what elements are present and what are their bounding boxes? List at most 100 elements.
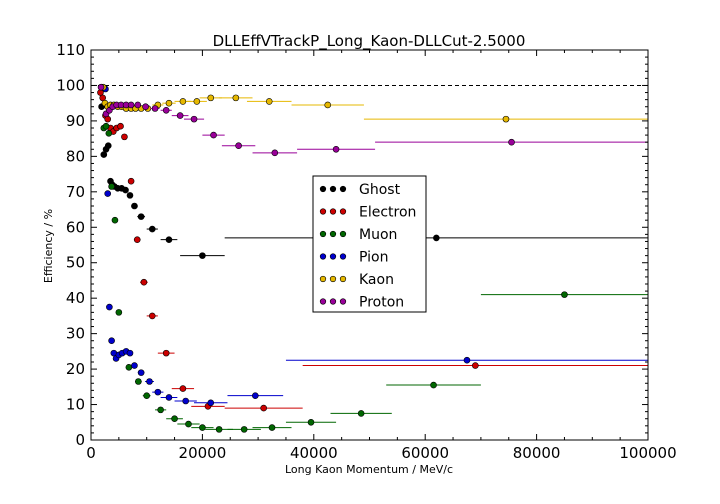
point-proton-16 bbox=[271, 149, 279, 157]
y-tick-label-1: 10 bbox=[66, 396, 85, 414]
point-kaon-15 bbox=[193, 98, 201, 105]
point-proton-9 bbox=[142, 103, 149, 111]
point-proton-13 bbox=[190, 115, 198, 123]
legend-item-ghost: Ghost bbox=[319, 182, 401, 198]
point-proton-7 bbox=[127, 101, 135, 109]
point-electron-17 bbox=[472, 362, 479, 369]
point-electron-13 bbox=[162, 349, 170, 357]
legend-marker-kaon-2 bbox=[339, 275, 347, 283]
legend-marker-kaon-0 bbox=[319, 275, 327, 283]
x-tick-label-0: 0 bbox=[86, 444, 96, 462]
point-muon-12 bbox=[199, 424, 206, 431]
point-muon-10 bbox=[171, 415, 178, 423]
x-tick-label-4: 80000 bbox=[513, 444, 561, 462]
legend-item-muon: Muon bbox=[319, 227, 397, 243]
data-marks bbox=[97, 83, 648, 433]
point-ghost-11 bbox=[131, 202, 138, 210]
legend-marker-ghost-2 bbox=[339, 185, 347, 193]
point-proton-15 bbox=[235, 142, 242, 150]
point-ghost-9 bbox=[122, 186, 129, 194]
point-muon-14 bbox=[240, 426, 248, 433]
legend-label-kaon: Kaon bbox=[359, 272, 394, 288]
series-electron bbox=[97, 89, 648, 412]
legend-marker-proton-1 bbox=[329, 298, 337, 305]
point-muon-7 bbox=[135, 378, 142, 385]
legend-marker-pion-2 bbox=[339, 253, 347, 260]
series-muon bbox=[100, 122, 648, 433]
x-axis-label: Long Kaon Momentum / MeV/c bbox=[285, 463, 453, 476]
legend-box bbox=[312, 175, 427, 313]
point-ghost-3 bbox=[104, 142, 112, 150]
point-ghost-14 bbox=[165, 236, 173, 243]
point-electron-11 bbox=[140, 278, 148, 286]
point-ghost-13 bbox=[148, 225, 156, 233]
point-muon-6 bbox=[125, 364, 133, 371]
legend-label-pion: Pion bbox=[359, 250, 388, 266]
legend-marker-electron-1 bbox=[329, 208, 337, 215]
point-proton-11 bbox=[162, 106, 170, 114]
legend-label-proton: Proton bbox=[359, 295, 404, 311]
point-pion-10 bbox=[126, 349, 134, 357]
point-proton-0 bbox=[97, 83, 105, 91]
y-tick-label-0: 0 bbox=[75, 431, 85, 449]
y-tick-label-11: 110 bbox=[56, 41, 85, 59]
x-tick-label-1: 20000 bbox=[179, 444, 227, 462]
point-kaon-16 bbox=[207, 94, 215, 102]
legend-marker-kaon-1 bbox=[329, 275, 337, 283]
point-kaon-19 bbox=[324, 101, 332, 109]
point-muon-8 bbox=[143, 392, 150, 399]
point-muon-15 bbox=[268, 424, 276, 431]
chart-title: DLLEffVTrackP_Long_Kaon-DLLCut-2.5000 bbox=[213, 32, 526, 51]
point-muon-17 bbox=[357, 410, 365, 417]
point-muon-18 bbox=[430, 381, 437, 389]
point-muon-11 bbox=[185, 420, 192, 428]
legend-marker-ghost-1 bbox=[329, 185, 337, 193]
point-muon-1 bbox=[102, 122, 110, 130]
y-tick-label-5: 50 bbox=[66, 254, 85, 272]
y-tick-label-9: 90 bbox=[66, 112, 85, 130]
point-electron-8 bbox=[121, 133, 128, 141]
x-tick-label-2: 40000 bbox=[290, 444, 338, 462]
legend-item-proton: Proton bbox=[319, 295, 404, 311]
point-pion-3 bbox=[106, 303, 113, 311]
point-proton-8 bbox=[134, 101, 142, 109]
legend-marker-muon-1 bbox=[329, 230, 337, 238]
legend-item-kaon: Kaon bbox=[319, 272, 394, 288]
legend-item-pion: Pion bbox=[319, 250, 388, 266]
y-tick-label-4: 40 bbox=[66, 289, 85, 307]
point-muon-9 bbox=[157, 406, 164, 414]
point-proton-14 bbox=[210, 131, 217, 139]
legend-label-electron: Electron bbox=[359, 205, 416, 221]
legend-label-muon: Muon bbox=[359, 227, 397, 243]
legend-marker-pion-1 bbox=[329, 253, 337, 260]
legend-label-ghost: Ghost bbox=[359, 182, 401, 198]
legend-marker-muon-0 bbox=[319, 230, 327, 238]
y-tick-label-8: 80 bbox=[66, 147, 85, 165]
y-tick-label-6: 60 bbox=[66, 218, 85, 236]
series-ghost bbox=[98, 103, 648, 259]
x-tick-label-3: 60000 bbox=[401, 444, 449, 462]
point-electron-16 bbox=[260, 404, 267, 412]
point-pion-2 bbox=[104, 190, 112, 197]
point-electron-9 bbox=[127, 177, 135, 185]
point-pion-16 bbox=[182, 397, 189, 405]
point-muon-5 bbox=[115, 309, 123, 316]
point-muon-19 bbox=[561, 291, 568, 298]
y-tick-label-7: 70 bbox=[66, 183, 85, 201]
y-tick-label-3: 30 bbox=[66, 325, 85, 343]
point-pion-13 bbox=[146, 378, 153, 385]
point-proton-10 bbox=[151, 105, 159, 112]
point-electron-7 bbox=[117, 122, 124, 130]
y-tick-label-10: 100 bbox=[56, 76, 85, 94]
legend-item-electron: Electron bbox=[319, 205, 416, 221]
point-kaon-20 bbox=[502, 115, 510, 123]
y-tick-label-2: 20 bbox=[66, 360, 85, 378]
y-axis-label: Efficiency / % bbox=[42, 209, 55, 283]
legend: Ghost Electron Muon Pion Kaon Proton bbox=[312, 175, 427, 313]
legend-marker-electron-0 bbox=[319, 208, 327, 215]
legend-marker-electron-2 bbox=[339, 208, 347, 215]
point-muon-16 bbox=[307, 418, 315, 426]
point-electron-10 bbox=[133, 236, 141, 243]
point-pion-4 bbox=[108, 337, 115, 345]
